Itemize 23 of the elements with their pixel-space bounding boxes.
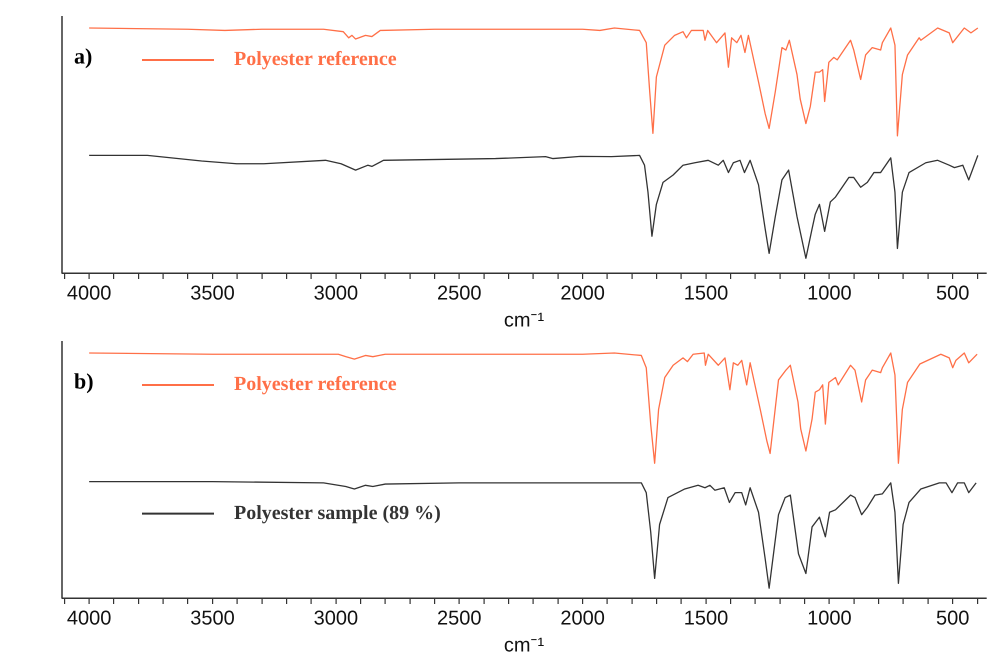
- x-tick-label: 1000: [807, 282, 852, 305]
- x-tick-label: 2500: [436, 282, 482, 305]
- x-tick-label: 4000: [66, 608, 112, 630]
- x-axis-title: cm⁻¹: [504, 310, 544, 332]
- text: b): [74, 368, 94, 394]
- x-tick-label: 3500: [190, 282, 235, 305]
- legend-label: Polyester reference: [234, 48, 397, 70]
- x-axis-title: cm⁻¹: [504, 634, 544, 657]
- legend-label: Polyester sample (89 %): [234, 502, 441, 524]
- x-tick-label: 500: [936, 282, 970, 305]
- x-tick-label: 3000: [314, 608, 358, 630]
- x-tick-label: 1000: [807, 608, 852, 630]
- x-tick-label: 500: [936, 608, 970, 630]
- x-tick-label: 3000: [314, 282, 358, 305]
- x-tick-label: 2000: [560, 282, 605, 305]
- text: a): [74, 44, 92, 69]
- x-tick-label: 1500: [684, 282, 728, 305]
- x-tick-label: 2000: [560, 608, 605, 630]
- x-tick-label: 1500: [684, 608, 728, 630]
- x-tick-label: 3500: [190, 608, 235, 630]
- x-tick-label: 4000: [66, 282, 112, 305]
- legend-label: Polyester reference: [234, 373, 397, 396]
- x-tick-label: 2500: [436, 608, 482, 630]
